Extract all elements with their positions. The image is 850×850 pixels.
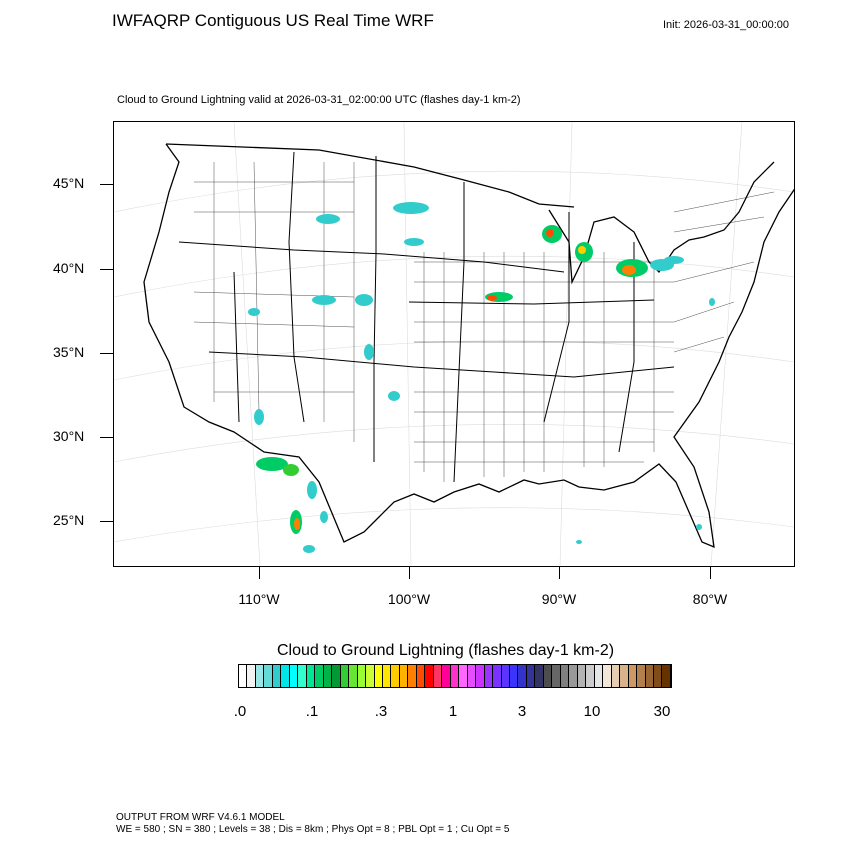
- colorbar-swatch: [247, 665, 256, 687]
- colorbar-swatch: [306, 665, 316, 687]
- model-config-footer: WE = 580 ; SN = 380 ; Levels = 38 ; Dis …: [116, 824, 510, 835]
- lon-tick: [559, 567, 560, 579]
- colorbar-swatch: [416, 665, 426, 687]
- lon-tick: [710, 567, 711, 579]
- colorbar-swatch: [611, 665, 621, 687]
- colorbar-swatch: [239, 665, 248, 687]
- map-title: IWFAQRP Contiguous US Real Time WRF: [112, 11, 434, 30]
- lat-label-45n: 45°N: [53, 175, 85, 191]
- colorbar-swatch: [594, 665, 604, 687]
- colorbar-swatch: [535, 665, 544, 687]
- colorbar-swatch: [357, 665, 367, 687]
- colorbar-swatch: [450, 665, 460, 687]
- lon-label-80w: 80°W: [692, 591, 728, 607]
- colorbar-swatch: [366, 665, 375, 687]
- lightning-map: [113, 121, 795, 567]
- colorbar-swatch: [272, 665, 282, 687]
- lat-label-35n: 35°N: [53, 344, 85, 360]
- lat-label-40n: 40°N: [53, 260, 85, 276]
- colorbar-swatch: [349, 665, 358, 687]
- colorbar-swatch: [255, 665, 265, 687]
- colorbar-swatch: [543, 665, 553, 687]
- colorbar-swatch: [476, 665, 485, 687]
- graticule: [114, 122, 794, 566]
- plot-subtitle: Cloud to Ground Lightning valid at 2026-…: [117, 94, 521, 106]
- colorbar-swatch: [569, 665, 578, 687]
- colorbar-swatch: [459, 665, 468, 687]
- colorbar-swatch: [637, 665, 646, 687]
- colorbar-label: 10: [583, 703, 601, 720]
- colorbar-swatch: [526, 665, 536, 687]
- colorbar-swatch: [289, 665, 299, 687]
- colorbar-swatch: [560, 665, 570, 687]
- model-footer: OUTPUT FROM WRF V4.6.1 MODEL: [116, 812, 285, 823]
- colorbar-label: 1: [448, 703, 458, 720]
- colorbar-label: 30: [653, 703, 671, 720]
- colorbar-swatch: [281, 665, 290, 687]
- colorbar-swatch: [662, 665, 671, 687]
- colorbar-swatch: [332, 665, 341, 687]
- colorbar-swatch: [510, 665, 519, 687]
- county-boundaries: [193, 161, 775, 482]
- lat-tick: [100, 437, 113, 438]
- colorbar-swatch: [264, 665, 273, 687]
- lon-label-100w: 100°W: [387, 591, 431, 607]
- colorbar-swatch: [518, 665, 527, 687]
- colorbar-swatch: [298, 665, 307, 687]
- colorbar-swatch: [467, 665, 477, 687]
- colorbar-swatch: [577, 665, 587, 687]
- colorbar-swatch: [552, 665, 561, 687]
- colorbar-swatch: [586, 665, 595, 687]
- colorbar-title: Cloud to Ground Lightning (flashes day-1…: [277, 642, 615, 659]
- lat-tick: [100, 184, 113, 185]
- lon-tick: [259, 567, 260, 579]
- colorbar-swatch: [382, 665, 392, 687]
- colorbar: [238, 664, 672, 688]
- colorbar-swatch: [408, 665, 417, 687]
- colorbar-swatch: [399, 665, 409, 687]
- colorbar-swatch: [620, 665, 629, 687]
- colorbar-swatch: [433, 665, 443, 687]
- colorbar-swatch: [442, 665, 451, 687]
- colorbar-swatch: [501, 665, 510, 687]
- lightning-cells: [248, 202, 715, 553]
- init-time: Init: 2026-03-31_00:00:00: [663, 19, 789, 31]
- lat-tick: [100, 521, 113, 522]
- us-outline: [143, 143, 794, 549]
- lat-tick: [100, 353, 113, 354]
- colorbar-swatch: [391, 665, 400, 687]
- colorbar-label: .0: [233, 703, 247, 720]
- colorbar-label: .1: [305, 703, 319, 720]
- colorbar-label: 3: [517, 703, 527, 720]
- colorbar-swatch: [645, 665, 654, 687]
- colorbar-swatch: [628, 665, 638, 687]
- lon-label-90w: 90°W: [541, 591, 577, 607]
- lon-tick: [409, 567, 410, 579]
- colorbar-swatch: [653, 665, 663, 687]
- state-boundaries: [178, 151, 675, 483]
- colorbar-swatch: [425, 665, 434, 687]
- colorbar-swatch: [323, 665, 333, 687]
- colorbar-swatch: [484, 665, 494, 687]
- colorbar-label: .3: [374, 703, 388, 720]
- lat-tick: [100, 269, 113, 270]
- colorbar-swatch: [374, 665, 383, 687]
- colorbar-swatch: [493, 665, 502, 687]
- colorbar-swatch: [340, 665, 350, 687]
- lat-label-25n: 25°N: [53, 512, 85, 528]
- lon-label-110w: 110°W: [238, 591, 280, 607]
- colorbar-swatch: [603, 665, 612, 687]
- lat-label-30n: 30°N: [53, 428, 85, 444]
- colorbar-swatch: [315, 665, 324, 687]
